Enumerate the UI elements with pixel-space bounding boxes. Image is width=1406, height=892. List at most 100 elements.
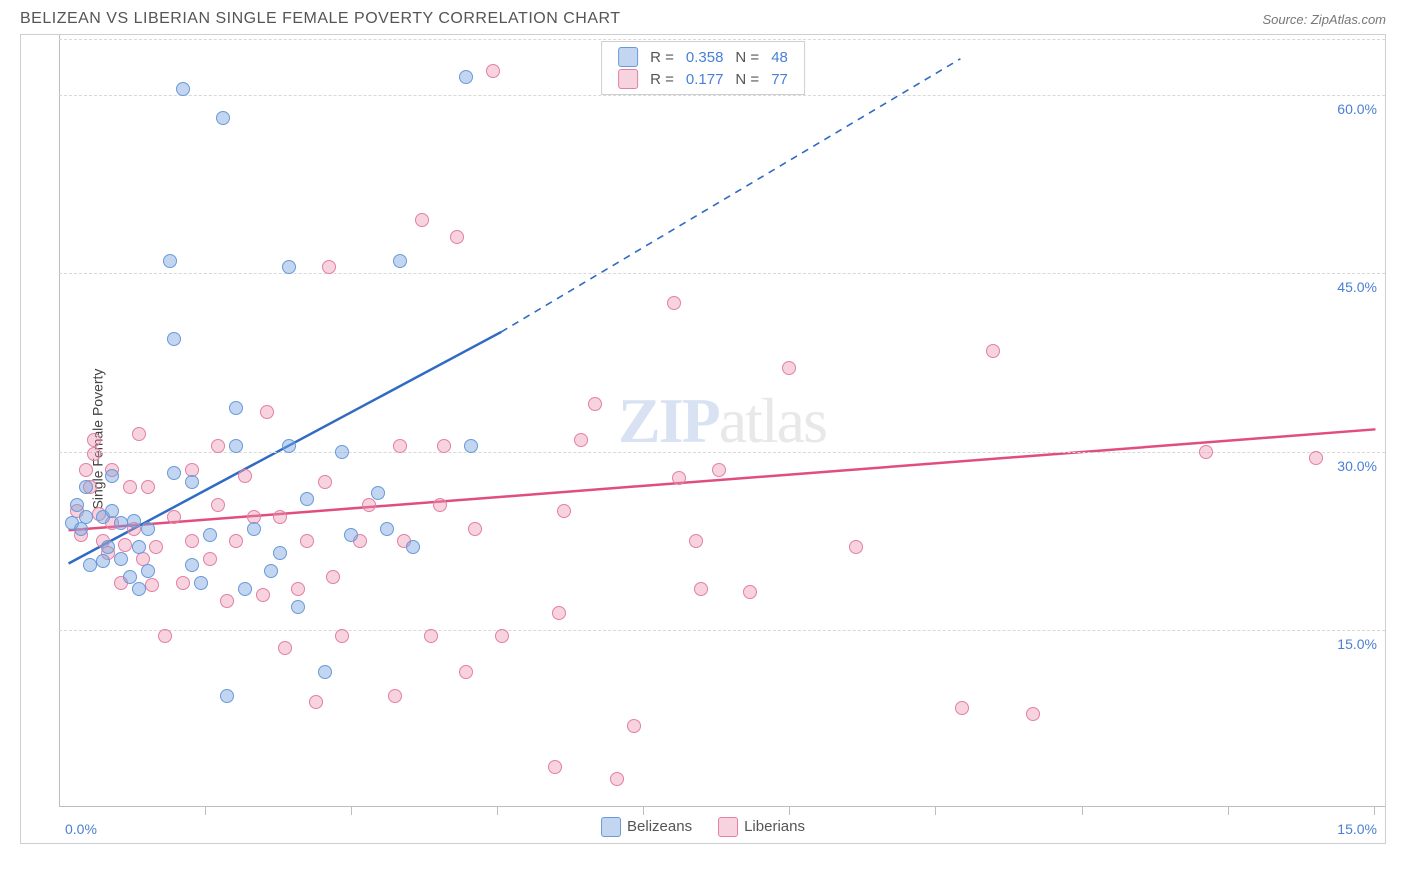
- data-point-belizeans: [203, 528, 217, 542]
- gridline: [59, 39, 1385, 40]
- data-point-liberians: [743, 585, 757, 599]
- x-tick: [643, 807, 644, 815]
- data-point-belizeans: [229, 439, 243, 453]
- data-point-belizeans: [132, 582, 146, 596]
- data-point-belizeans: [185, 558, 199, 572]
- data-point-belizeans: [114, 552, 128, 566]
- data-point-belizeans: [163, 254, 177, 268]
- data-point-liberians: [158, 629, 172, 643]
- data-point-belizeans: [79, 480, 93, 494]
- data-point-liberians: [211, 439, 225, 453]
- data-point-liberians: [849, 540, 863, 554]
- legend-item-liberians: Liberians: [718, 817, 805, 837]
- y-tick-label: 60.0%: [1337, 101, 1377, 117]
- data-point-belizeans: [194, 576, 208, 590]
- data-point-liberians: [318, 475, 332, 489]
- data-point-belizeans: [335, 445, 349, 459]
- chart-container: Single Female Poverty ZIPatlas 15.0%30.0…: [20, 34, 1386, 844]
- data-point-belizeans: [96, 554, 110, 568]
- data-point-liberians: [300, 534, 314, 548]
- legend-swatch-liberians: [718, 817, 738, 837]
- data-point-liberians: [229, 534, 243, 548]
- data-point-liberians: [220, 594, 234, 608]
- data-point-belizeans: [380, 522, 394, 536]
- x-tick: [497, 807, 498, 815]
- gridline: [59, 273, 1385, 274]
- n-value-belizeans: 48: [765, 46, 794, 68]
- data-point-liberians: [176, 576, 190, 590]
- data-point-liberians: [468, 522, 482, 536]
- data-point-liberians: [552, 606, 566, 620]
- data-point-liberians: [955, 701, 969, 715]
- data-point-liberians: [203, 552, 217, 566]
- data-point-belizeans: [291, 600, 305, 614]
- data-point-liberians: [588, 397, 602, 411]
- data-point-belizeans: [459, 70, 473, 84]
- x-tick: [351, 807, 352, 815]
- data-point-belizeans: [216, 111, 230, 125]
- data-point-liberians: [548, 760, 562, 774]
- data-point-belizeans: [114, 516, 128, 530]
- n-label: N =: [729, 46, 765, 68]
- data-point-belizeans: [176, 82, 190, 96]
- y-tick-label: 30.0%: [1337, 458, 1377, 474]
- data-point-liberians: [123, 480, 137, 494]
- legend-label-belizeans: Belizeans: [627, 818, 692, 835]
- legend-swatch-liberians: [618, 69, 638, 89]
- data-point-liberians: [694, 582, 708, 596]
- legend-swatch-belizeans: [618, 47, 638, 67]
- x-tick: [789, 807, 790, 815]
- data-point-liberians: [557, 504, 571, 518]
- legend-series: Belizeans Liberians: [601, 817, 805, 837]
- legend-stats: R = 0.358 N = 48 R = 0.177 N = 77: [601, 41, 805, 95]
- n-value-liberians: 77: [765, 68, 794, 90]
- data-point-belizeans: [238, 582, 252, 596]
- data-point-liberians: [486, 64, 500, 78]
- data-point-liberians: [627, 719, 641, 733]
- data-point-liberians: [610, 772, 624, 786]
- x-tick-label-min: 0.0%: [65, 821, 97, 837]
- data-point-liberians: [273, 510, 287, 524]
- data-point-belizeans: [220, 689, 234, 703]
- data-point-liberians: [326, 570, 340, 584]
- r-value-belizeans: 0.358: [680, 46, 730, 68]
- watermark: ZIPatlas: [618, 384, 826, 458]
- data-point-belizeans: [105, 469, 119, 483]
- data-point-belizeans: [282, 260, 296, 274]
- gridline: [59, 452, 1385, 453]
- data-point-liberians: [437, 439, 451, 453]
- data-point-liberians: [1026, 707, 1040, 721]
- data-point-belizeans: [371, 486, 385, 500]
- data-point-liberians: [291, 582, 305, 596]
- data-point-liberians: [87, 433, 101, 447]
- data-point-liberians: [132, 427, 146, 441]
- data-point-liberians: [309, 695, 323, 709]
- data-point-liberians: [667, 296, 681, 310]
- data-point-belizeans: [132, 540, 146, 554]
- data-point-belizeans: [167, 466, 181, 480]
- source-label: Source: ZipAtlas.com: [1262, 12, 1386, 27]
- legend-label-liberians: Liberians: [744, 818, 805, 835]
- legend-item-belizeans: Belizeans: [601, 817, 692, 837]
- r-value-liberians: 0.177: [680, 68, 730, 90]
- data-point-belizeans: [318, 665, 332, 679]
- data-point-belizeans: [167, 332, 181, 346]
- legend-swatch-belizeans: [601, 817, 621, 837]
- data-point-belizeans: [185, 475, 199, 489]
- data-point-liberians: [260, 405, 274, 419]
- data-point-liberians: [459, 665, 473, 679]
- data-point-belizeans: [273, 546, 287, 560]
- data-point-liberians: [1199, 445, 1213, 459]
- data-point-liberians: [141, 480, 155, 494]
- x-tick: [205, 807, 206, 815]
- data-point-liberians: [672, 471, 686, 485]
- data-point-belizeans: [229, 401, 243, 415]
- x-tick: [1228, 807, 1229, 815]
- data-point-belizeans: [141, 564, 155, 578]
- data-point-liberians: [149, 540, 163, 554]
- data-point-belizeans: [393, 254, 407, 268]
- n-label: N =: [729, 68, 765, 90]
- data-point-liberians: [362, 498, 376, 512]
- data-point-belizeans: [282, 439, 296, 453]
- data-point-liberians: [388, 689, 402, 703]
